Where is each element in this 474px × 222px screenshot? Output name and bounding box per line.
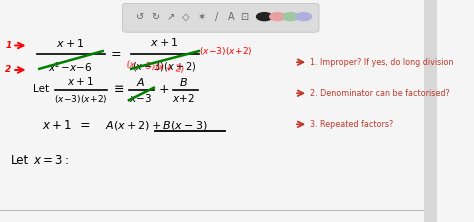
Text: $x+1$: $x+1$ — [67, 75, 94, 87]
Text: $(x\!-\!3)(x\!+\!2)$: $(x\!-\!3)(x\!+\!2)$ — [199, 45, 253, 57]
Text: $A(x+2) + B(x-3)$: $A(x+2) + B(x-3)$ — [105, 119, 208, 132]
FancyBboxPatch shape — [424, 0, 437, 222]
Text: $(x-3)(x+2)$: $(x-3)(x+2)$ — [125, 58, 185, 75]
Text: 2. Denominator can be factorised?: 2. Denominator can be factorised? — [310, 89, 450, 98]
Text: ↗: ↗ — [166, 12, 174, 22]
Text: A: A — [228, 12, 234, 22]
Circle shape — [296, 13, 311, 21]
Text: $x+1$: $x+1$ — [55, 37, 84, 49]
Text: ✶: ✶ — [197, 12, 205, 22]
Circle shape — [283, 13, 299, 21]
Text: Let: Let — [33, 84, 49, 94]
Text: +: + — [159, 83, 169, 96]
Text: $x\!-\!3$: $x\!-\!3$ — [129, 92, 153, 104]
Text: 3. Repeated factors?: 3. Repeated factors? — [310, 120, 393, 129]
Circle shape — [270, 13, 285, 21]
Text: ≡: ≡ — [114, 83, 124, 96]
Text: $x\!+\!2$: $x\!+\!2$ — [172, 92, 195, 104]
Text: =: = — [80, 119, 91, 132]
Text: 1: 1 — [5, 41, 11, 50]
Text: Let: Let — [11, 155, 29, 167]
Text: $x+1$: $x+1$ — [150, 36, 178, 48]
Circle shape — [256, 13, 272, 21]
Text: ⊡: ⊡ — [240, 12, 248, 22]
Text: $(x-3)(x+2)$: $(x-3)(x+2)$ — [132, 60, 196, 73]
Text: $B$: $B$ — [179, 76, 188, 88]
Text: ↻: ↻ — [151, 12, 159, 22]
FancyBboxPatch shape — [122, 3, 319, 32]
Text: $x^2\!-\!x\!-\!6$: $x^2\!-\!x\!-\!6$ — [47, 60, 92, 73]
Text: 1. Improper? If yes, do long division: 1. Improper? If yes, do long division — [310, 58, 454, 67]
Text: ↺: ↺ — [136, 12, 144, 22]
Text: =: = — [110, 48, 121, 61]
Text: ◇: ◇ — [182, 12, 190, 22]
Text: $A$: $A$ — [136, 76, 146, 88]
Text: $(x\!-\!3)(x\!+\!2)$: $(x\!-\!3)(x\!+\!2)$ — [54, 93, 108, 105]
Text: $x+1$: $x+1$ — [42, 119, 72, 132]
Text: 2: 2 — [5, 65, 11, 74]
Text: /: / — [215, 12, 218, 22]
Text: $x=3\,$:: $x=3\,$: — [33, 155, 68, 167]
